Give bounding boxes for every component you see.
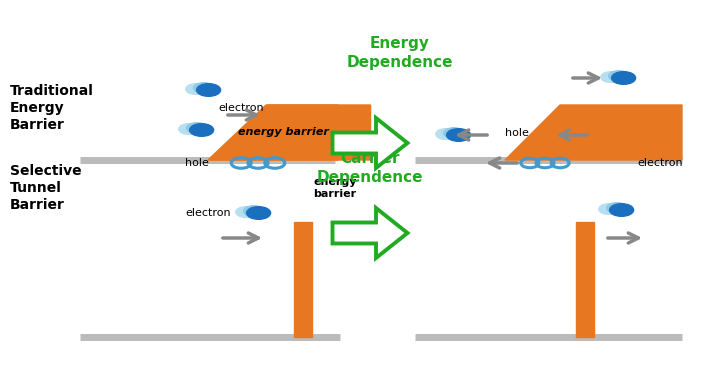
- Circle shape: [612, 72, 635, 84]
- Circle shape: [436, 129, 456, 140]
- Circle shape: [194, 83, 214, 94]
- Polygon shape: [210, 105, 338, 160]
- Circle shape: [189, 124, 213, 136]
- Text: Energy
Dependence: Energy Dependence: [347, 36, 453, 70]
- Polygon shape: [333, 208, 408, 258]
- Circle shape: [610, 204, 634, 216]
- Circle shape: [599, 204, 619, 214]
- Text: hole: hole: [505, 128, 529, 138]
- Circle shape: [244, 206, 264, 216]
- Circle shape: [236, 207, 256, 217]
- Text: energy
barrier: energy barrier: [313, 177, 357, 199]
- Circle shape: [601, 72, 621, 82]
- Polygon shape: [333, 118, 408, 168]
- Polygon shape: [505, 105, 682, 160]
- Bar: [294, 222, 312, 337]
- Text: electron: electron: [637, 158, 683, 168]
- Circle shape: [179, 124, 199, 134]
- Circle shape: [247, 207, 271, 219]
- Circle shape: [607, 203, 627, 213]
- Text: Selective
Tunnel
Barrier: Selective Tunnel Barrier: [10, 164, 82, 212]
- Circle shape: [186, 123, 207, 134]
- Bar: [576, 222, 594, 337]
- Text: electron: electron: [185, 208, 230, 218]
- Circle shape: [196, 84, 220, 96]
- Circle shape: [444, 128, 464, 138]
- Text: Traditional
Energy
Barrier: Traditional Energy Barrier: [10, 84, 94, 132]
- Circle shape: [608, 71, 629, 81]
- Text: hole: hole: [185, 158, 209, 168]
- Text: electron: electron: [218, 103, 264, 113]
- Polygon shape: [208, 105, 371, 160]
- Circle shape: [447, 129, 471, 141]
- Text: energy barrier: energy barrier: [238, 127, 328, 137]
- Text: Carrier
Dependence: Carrier Dependence: [317, 151, 423, 185]
- Circle shape: [186, 84, 206, 94]
